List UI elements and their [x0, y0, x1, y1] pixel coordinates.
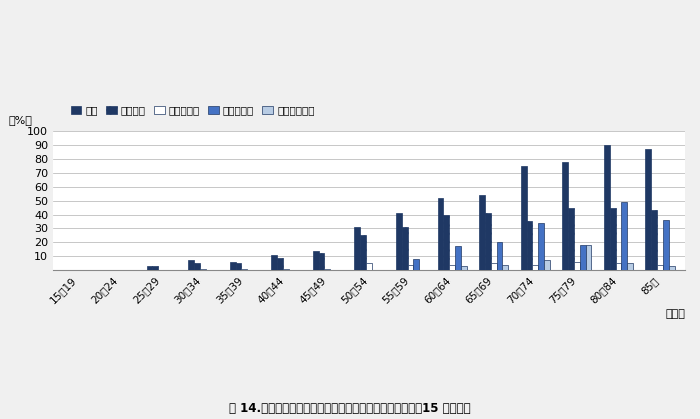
Bar [668, 266, 675, 270]
Bar [461, 266, 467, 270]
Bar [568, 207, 574, 270]
Text: 図 14.　補経物の装着の有無と各補経物の装着者の割合（15 歳以上）: 図 14. 補経物の装着の有無と各補経物の装着者の割合（15 歳以上） [229, 402, 471, 415]
Bar [188, 260, 194, 270]
Bar [663, 220, 668, 270]
Bar [272, 255, 277, 270]
Bar [230, 262, 235, 270]
Bar [651, 210, 657, 270]
Bar [645, 149, 651, 270]
Bar [443, 215, 449, 270]
Bar [318, 253, 325, 270]
Bar [354, 227, 360, 270]
Bar [562, 162, 568, 270]
Bar [533, 264, 538, 270]
Bar [146, 266, 153, 270]
Legend: 総数, 架工義歯, 部分床義歯, 全部床義歯, インプラント: 総数, 架工義歯, 部分床義歯, 全部床義歯, インプラント [71, 106, 314, 116]
Text: （歳）: （歳） [665, 309, 685, 319]
Bar [199, 269, 206, 270]
Bar [396, 213, 402, 270]
Bar [438, 198, 443, 270]
Bar [521, 166, 526, 270]
Bar [283, 269, 288, 270]
Bar [491, 263, 496, 270]
Bar [325, 269, 330, 270]
Bar [366, 263, 372, 270]
Text: （%）: （%） [8, 116, 33, 125]
Bar [241, 269, 247, 270]
Bar [414, 259, 419, 270]
Bar [480, 195, 485, 270]
Bar [604, 145, 610, 270]
Bar [538, 223, 544, 270]
Bar [194, 263, 199, 270]
Bar [574, 262, 580, 270]
Bar [277, 258, 283, 270]
Bar [455, 246, 461, 270]
Bar [235, 263, 241, 270]
Bar [586, 245, 592, 270]
Bar [485, 213, 491, 270]
Bar [526, 222, 533, 270]
Bar [360, 235, 366, 270]
Bar [153, 266, 158, 270]
Bar [496, 242, 503, 270]
Bar [657, 264, 663, 270]
Bar [503, 264, 508, 270]
Bar [580, 245, 586, 270]
Bar [615, 263, 622, 270]
Bar [402, 227, 407, 270]
Bar [449, 264, 455, 270]
Bar [622, 202, 627, 270]
Bar [610, 207, 615, 270]
Bar [627, 263, 633, 270]
Bar [407, 264, 414, 270]
Bar [544, 260, 550, 270]
Bar [313, 251, 319, 270]
